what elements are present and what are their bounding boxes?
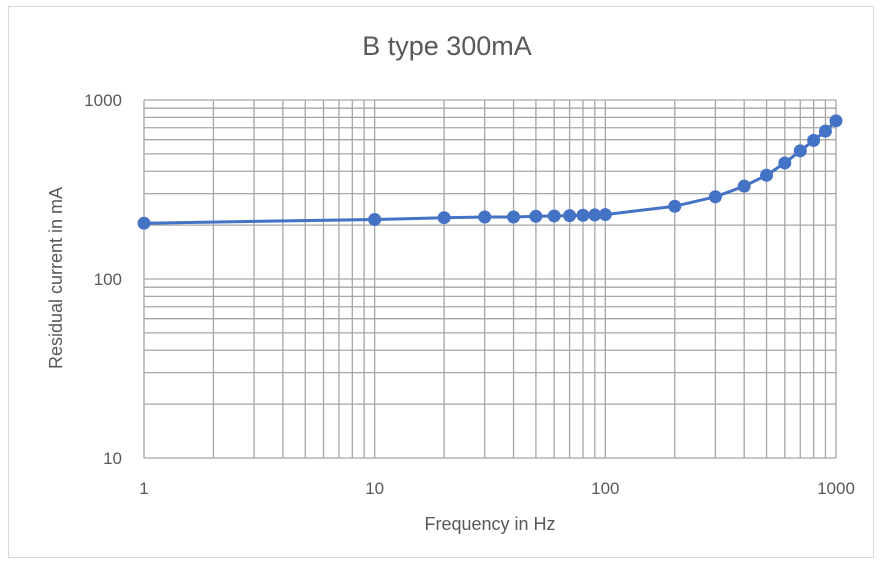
data-point	[668, 199, 682, 213]
y-axis-label: Residual current in mA	[46, 187, 66, 369]
series-line	[143, 119, 838, 225]
y-tick-label: 1000	[84, 91, 122, 110]
data-point	[760, 168, 774, 182]
x-tick-label: 10	[365, 479, 384, 498]
y-tick-label: 100	[94, 270, 122, 289]
data-point	[778, 156, 792, 170]
data-point	[507, 210, 521, 224]
y-tick-label: 10	[103, 449, 122, 468]
data-point	[437, 211, 451, 225]
x-tick-label: 1000	[817, 479, 855, 498]
x-tick-label: 1	[139, 479, 148, 498]
data-point	[598, 208, 612, 222]
data-point	[547, 209, 561, 223]
data-point	[478, 210, 492, 224]
data-point	[807, 133, 821, 147]
data-point	[563, 209, 577, 223]
x-tick-label: 100	[591, 479, 619, 498]
grid-lines	[143, 99, 837, 459]
data-series	[137, 114, 843, 230]
data-point	[829, 114, 843, 128]
data-point	[137, 216, 151, 230]
data-point	[793, 144, 807, 158]
data-point	[737, 179, 751, 193]
tick-labels: 1 10 100 1000 10 100 1000	[84, 91, 855, 498]
data-point	[818, 124, 832, 138]
x-axis-label: Frequency in Hz	[424, 514, 555, 534]
data-point	[708, 190, 722, 204]
chart-title: B type 300mA	[362, 31, 532, 61]
chart-area	[8, 6, 874, 558]
data-point	[368, 212, 382, 226]
data-point	[529, 209, 543, 223]
data-point	[576, 208, 590, 222]
data-point	[588, 208, 602, 222]
